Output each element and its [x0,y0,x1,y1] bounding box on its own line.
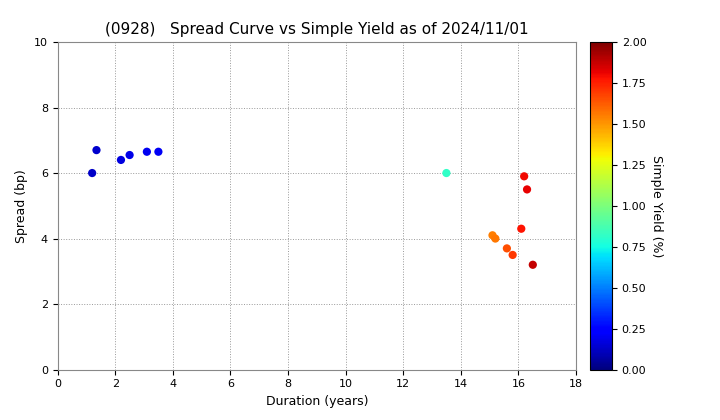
Point [487,232,498,239]
Point [521,186,533,193]
X-axis label: Duration (years): Duration (years) [266,395,368,408]
Point [441,170,452,176]
Point [501,245,513,252]
Point [141,148,153,155]
Point [516,226,527,232]
Y-axis label: Simple Yield (%): Simple Yield (%) [650,155,663,257]
Point [91,147,102,153]
Point [490,235,501,242]
Point [124,152,135,158]
Point [153,148,164,155]
Point [86,170,98,176]
Point [507,252,518,258]
Point [115,157,127,163]
Title: (0928)   Spread Curve vs Simple Yield as of 2024/11/01: (0928) Spread Curve vs Simple Yield as o… [105,22,528,37]
Y-axis label: Spread (bp): Spread (bp) [15,169,28,243]
Point [527,261,539,268]
Point [518,173,530,180]
